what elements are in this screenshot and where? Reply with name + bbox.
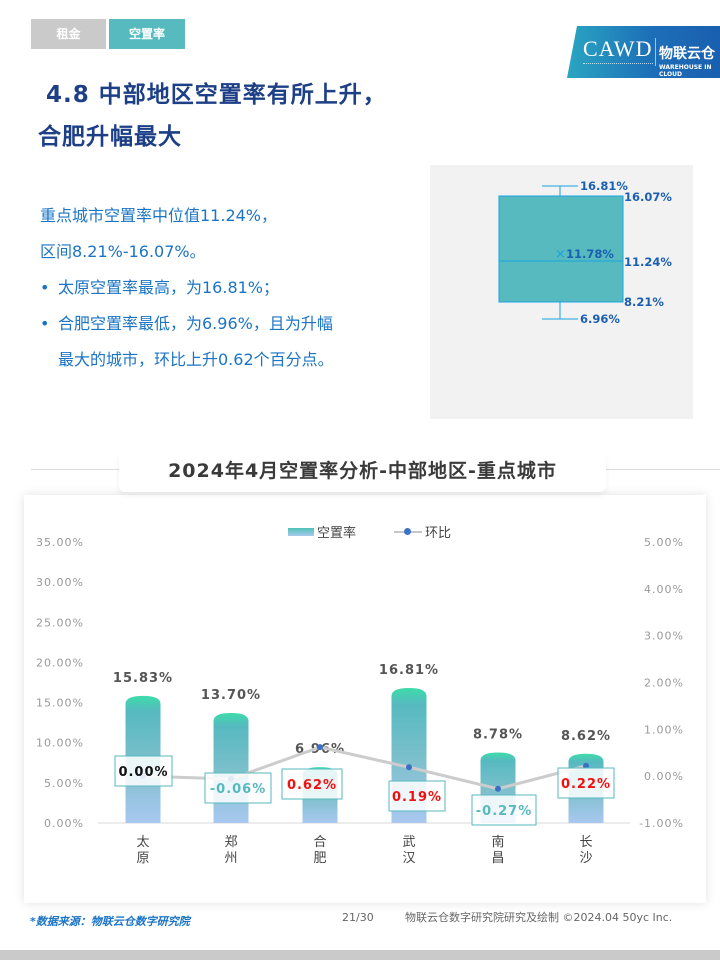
legend-bar-swatch-icon	[288, 527, 314, 536]
line-value-box	[281, 768, 343, 800]
right-axis-tick: 4.00%	[644, 583, 684, 596]
x-axis-category-label: 南	[491, 834, 504, 850]
left-axis-tick: 35.00%	[36, 536, 84, 549]
line-value-box	[204, 772, 272, 804]
chart-legend: 空置率 环比	[288, 522, 451, 541]
line-value-box	[388, 780, 446, 812]
left-axis-tick: 25.00%	[36, 616, 84, 629]
boxplot-panel: × 16.81% 16.07% 11.78% 11.24% 8.21% 6.96…	[430, 165, 693, 419]
bar-value-label: 8.78%	[473, 728, 523, 743]
right-axis-tick: -1.00%	[639, 817, 684, 830]
x-axis-category-label: 汉	[402, 851, 415, 866]
warehouse-in-cloud-logo-cn: 物联云仓	[659, 46, 715, 62]
left-y-axis: 0.00% 5.00% 10.00% 15.00% 20.00% 25.00% 30.00%…	[36, 536, 84, 830]
x-axis-category-label: 沙	[579, 851, 592, 866]
summary-text: 重点城市空置率中位值11.24%， 区间8.21%-16.07%。 太原空置率最…	[40, 198, 334, 378]
right-axis-tick: 0.00%	[644, 770, 684, 783]
line-point	[406, 764, 412, 771]
cawd-logo-text: CAWD	[583, 36, 653, 61]
bar-value-label: 15.83%	[113, 671, 173, 686]
line-series: 0.00% -0.06% 0.62% 0.19% -0.27% 0.22%	[114, 744, 615, 826]
line-value-label: 0.62%	[287, 778, 337, 793]
line-value-box	[471, 794, 537, 826]
legend-bar-label: 空置率	[317, 526, 357, 541]
left-axis-tick: 15.00%	[36, 697, 84, 710]
page-number: 21/30	[342, 911, 374, 924]
data-source-note: *数据来源：物联云仓数字研究院	[30, 915, 190, 928]
x-axis-category-label: 原	[136, 851, 149, 866]
x-axis-category-label: 武	[402, 835, 415, 850]
summary-line1: 重点城市空置率中位值11.24%，	[40, 206, 278, 225]
legend-line-label: 环比	[425, 526, 452, 541]
line-point	[583, 762, 589, 769]
chart-title: 2024年4月空置率分析-中部地区-重点城市	[119, 452, 606, 492]
boxplot-svg: ×	[498, 185, 624, 320]
legend-line-swatch-icon	[394, 527, 423, 537]
right-axis-tick: 2.00%	[644, 677, 684, 690]
x-axis-category-label: 长	[579, 835, 592, 850]
tab-rent[interactable]: 租金	[31, 19, 106, 49]
page-title-line2: 合肥升幅最大	[38, 124, 182, 150]
boxplot-mean-label: 11.78%	[566, 247, 614, 261]
bar-value-label: 8.62%	[561, 729, 611, 744]
section-divider-right	[606, 469, 720, 470]
line-value-label: -0.06%	[210, 782, 267, 797]
x-axis-category-label: 昌	[491, 851, 504, 866]
x-axis-labels: 太原 郑州 合肥 武汉 南昌 长沙	[136, 834, 592, 866]
right-y-axis: -1.00% 0.00% 1.00% 2.00% 3.00% 4.00% 5.00%	[639, 536, 684, 830]
line-value-label: 0.22%	[561, 777, 611, 792]
summary-bullet2-cont: 最大的城市，环比上升0.62个百分点。	[58, 350, 334, 369]
boxplot-min-label: 6.96%	[580, 312, 620, 326]
line-value-box	[557, 767, 615, 799]
line-value-label: -0.27%	[476, 804, 533, 819]
line-value-box	[114, 755, 173, 787]
line-value-label: 0.19%	[392, 790, 442, 805]
left-axis-tick: 10.00%	[36, 737, 84, 750]
left-axis-tick: 30.00%	[36, 576, 84, 589]
bar	[213, 713, 249, 823]
boxplot-median-label: 11.24%	[624, 255, 672, 269]
right-axis-tick: 1.00%	[644, 723, 684, 736]
right-axis-tick: 3.00%	[644, 630, 684, 643]
logo: CAWD 物联云仓 WAREHOUSE IN CLOUD	[567, 26, 720, 78]
line-point	[495, 785, 501, 792]
page-title-line1: 4.8 中部地区空置率有所上升，	[46, 82, 387, 108]
svg-text:×: ×	[555, 247, 566, 262]
bottom-bar	[0, 950, 720, 960]
left-axis-tick: 5.00%	[44, 777, 84, 790]
right-axis-tick: 5.00%	[644, 536, 684, 549]
tab-bar: 租金 空置率	[31, 19, 185, 49]
x-axis-category-label: 太	[136, 835, 149, 850]
summary-bullet2: 合肥空置率最低，为6.96%，且为升幅	[40, 306, 334, 342]
x-axis-category-label: 合	[313, 835, 326, 850]
x-axis-category-label: 郑	[224, 835, 237, 850]
logo-separator	[655, 38, 656, 66]
footer-credit: 物联云仓数字研究院研究及绘制 ©2024.04 50yc Inc.	[405, 911, 673, 924]
cawd-subtitle-line	[583, 63, 653, 66]
bar-value-label: 13.70%	[201, 688, 261, 703]
tab-vacancy-rate[interactable]: 空置率	[109, 19, 185, 49]
left-axis-tick: 0.00%	[44, 817, 84, 830]
left-axis-tick: 20.00%	[36, 656, 84, 669]
line-value-label: 0.00%	[118, 765, 168, 780]
warehouse-in-cloud-logo-en: WAREHOUSE IN CLOUD	[659, 64, 712, 78]
page-title: 4.8 中部地区空置率有所上升， 合肥升幅最大	[38, 74, 387, 158]
boxplot-max-label: 16.81%	[580, 179, 628, 193]
boxplot-q1-label: 8.21%	[624, 295, 664, 309]
boxplot-q3-label: 16.07%	[624, 190, 672, 204]
summary-bullet1: 太原空置率最高，为16.81%；	[40, 270, 334, 306]
section-divider-left	[31, 469, 121, 470]
bar-value-label: 16.81%	[379, 663, 439, 678]
x-axis-category-label: 州	[224, 851, 237, 866]
line-point	[317, 744, 323, 751]
x-axis-category-label: 肥	[313, 851, 326, 866]
summary-line2: 区间8.21%-16.07%。	[40, 242, 206, 261]
